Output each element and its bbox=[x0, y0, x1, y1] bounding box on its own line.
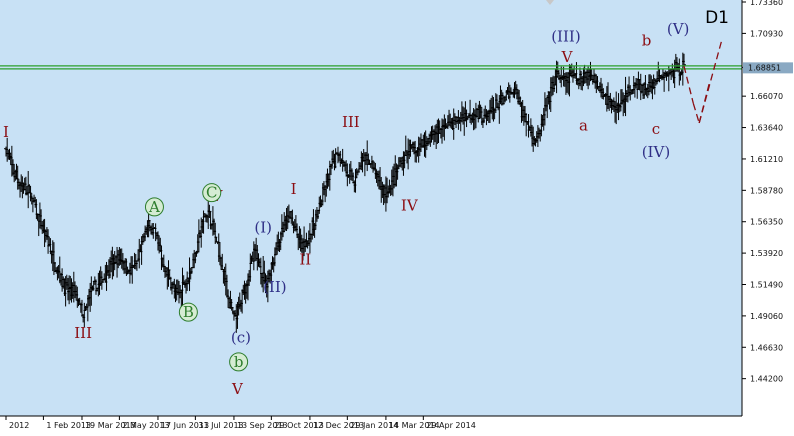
wave-circle bbox=[178, 302, 198, 322]
price-tick-label: 1.56350 bbox=[750, 218, 783, 227]
time-tick-label: 17 Jun 2013 bbox=[161, 421, 209, 430]
price-tick-label: 1.58780 bbox=[750, 186, 783, 195]
price-tick-label: 1.53920 bbox=[750, 249, 783, 258]
wave-label: (c) bbox=[231, 328, 251, 346]
time-tick-label: 19 Mar 2013 bbox=[85, 421, 136, 430]
wave-label: I bbox=[291, 180, 297, 198]
wave-label: III bbox=[342, 113, 360, 131]
wave-label: (V) bbox=[667, 20, 690, 38]
plot-background bbox=[0, 0, 742, 416]
time-tick-label: 12 Dec 2013 bbox=[313, 421, 364, 430]
wave-label: IV bbox=[401, 197, 419, 215]
price-tick-label: 1.46630 bbox=[750, 343, 783, 352]
scroll-marker-icon bbox=[546, 0, 554, 5]
price-axis: 1.733601.709301.683001.660701.636401.612… bbox=[742, 0, 783, 384]
price-tick-label: 1.51490 bbox=[750, 280, 783, 289]
price-tick-label: 1.63640 bbox=[750, 124, 783, 133]
wave-label: c bbox=[652, 120, 660, 138]
time-tick-label: 2012 bbox=[9, 421, 29, 430]
wave-circle-text: A bbox=[148, 198, 160, 216]
wave-label: (I) bbox=[254, 219, 272, 237]
wave-label: a bbox=[579, 117, 588, 135]
level-lines bbox=[0, 65, 742, 70]
time-axis-background bbox=[0, 416, 794, 436]
time-tick-label: 31 Jul 2013 bbox=[198, 421, 243, 430]
wave-circle-text: b bbox=[234, 353, 244, 371]
current-price-tag: 1.68851 bbox=[743, 62, 793, 74]
price-tick-label: 1.70930 bbox=[750, 29, 783, 38]
price-tick-label: 1.49060 bbox=[750, 312, 783, 321]
wave-circle-text: B bbox=[183, 303, 194, 321]
price-bar bbox=[682, 53, 686, 68]
wave-circle bbox=[202, 183, 222, 203]
wave-circle bbox=[144, 197, 164, 217]
wave-circle-text: C bbox=[206, 184, 217, 202]
wave-label: II bbox=[299, 250, 311, 268]
wave-circle bbox=[229, 352, 249, 372]
wave-circle-label: B bbox=[178, 302, 198, 322]
wave-circle-label: b bbox=[229, 352, 249, 372]
wave-circle-label: C bbox=[202, 183, 222, 203]
price-tag-box bbox=[743, 62, 793, 74]
wave-label: V bbox=[231, 380, 244, 398]
price-tick-label: 1.66070 bbox=[750, 92, 783, 101]
price-tick-label: 1.61210 bbox=[750, 155, 783, 164]
forecast-segment bbox=[698, 41, 723, 124]
time-tick-label: 29 Oct 2013 bbox=[274, 421, 323, 430]
wave-label: b bbox=[642, 31, 652, 49]
time-tick-label: 2 May 2013 bbox=[122, 421, 169, 430]
wave-label: (II) bbox=[263, 278, 287, 296]
wave-circle-label: A bbox=[144, 197, 164, 217]
price-tag-label: 1.68851 bbox=[748, 63, 781, 72]
forecast-segment bbox=[692, 103, 700, 124]
time-tick-label: 14 Mar 2014 bbox=[389, 421, 440, 430]
forecast-path bbox=[683, 41, 723, 124]
wave-labels: IIIIIVVIIIIIIIVVabc(III)(V)(IV)(I)(II)(c… bbox=[3, 20, 689, 398]
price-tick-label: 1.44200 bbox=[750, 375, 783, 384]
wave-label: III bbox=[74, 324, 92, 342]
time-tick-label: 13 Sep 2013 bbox=[237, 421, 288, 430]
time-tick-label: 29 Jan 2014 bbox=[350, 421, 398, 430]
price-bars bbox=[4, 52, 686, 333]
time-tick-label: 1 Feb 2013 bbox=[46, 421, 91, 430]
wave-label: I bbox=[3, 123, 9, 141]
wave-label: (IV) bbox=[642, 143, 670, 161]
forecast-segment bbox=[683, 65, 694, 104]
timeframe-label: D1 bbox=[705, 8, 729, 28]
wave-label: V bbox=[561, 48, 574, 66]
price-tick-label: 1.73360 bbox=[750, 0, 783, 7]
wave-label: (III) bbox=[551, 28, 580, 46]
time-tick-label: 29 Apr 2014 bbox=[426, 421, 475, 430]
